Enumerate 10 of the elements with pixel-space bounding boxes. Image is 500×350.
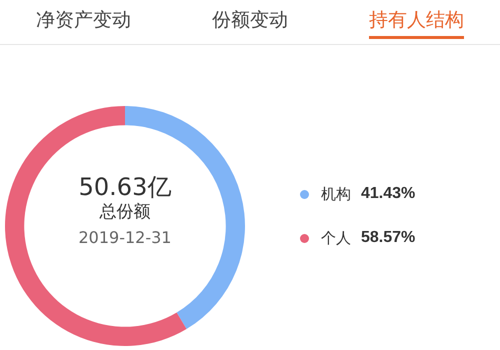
- legend-label: 机构: [321, 184, 351, 204]
- data-label: 41.43%: [361, 185, 416, 203]
- data-label: 58.57%: [361, 229, 416, 247]
- text: 50.63亿: [78, 173, 172, 201]
- text: 持有人结构: [369, 9, 464, 39]
- text: 2019-12-31: [78, 227, 172, 249]
- text: 总份额: [98, 201, 152, 224]
- text: 净资产变动: [36, 9, 131, 31]
- legend-label: 个人: [321, 228, 351, 248]
- text: 份额变动: [212, 9, 288, 31]
